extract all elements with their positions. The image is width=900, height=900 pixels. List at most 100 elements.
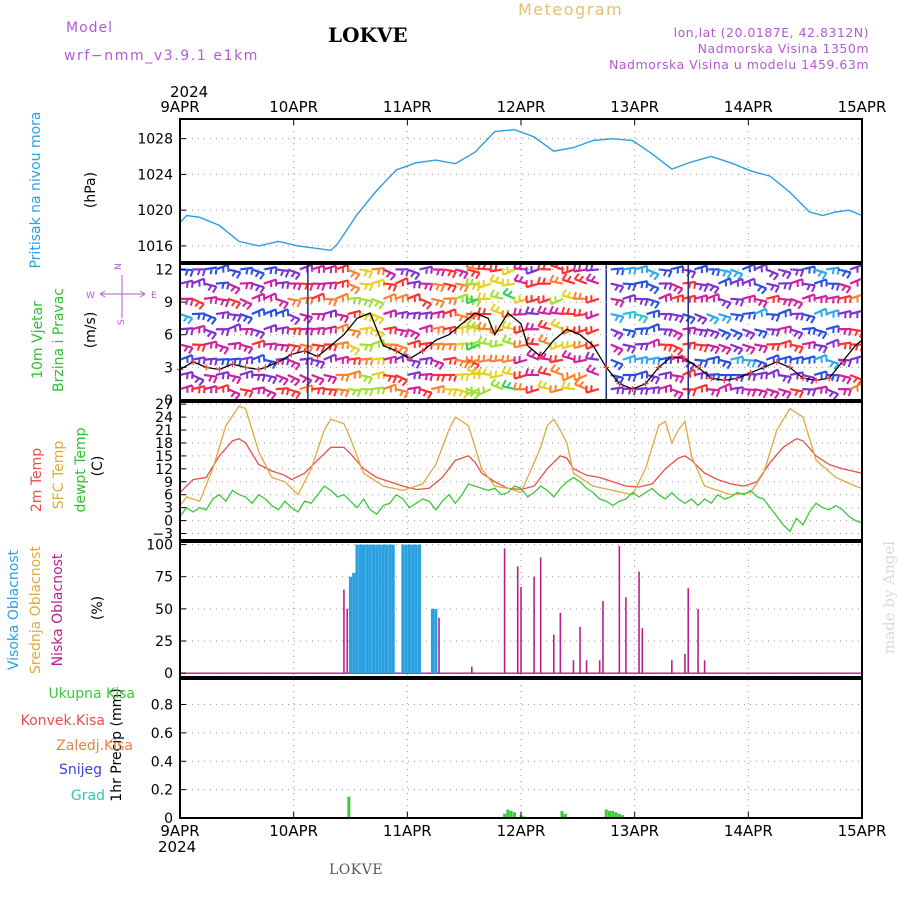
precip-bar bbox=[604, 809, 608, 818]
wind-gust-marker bbox=[826, 375, 833, 382]
ylabel-cloud-low: Niska Oblacnost bbox=[50, 553, 66, 666]
lonlat-info: lon,lat (20.0187E, 42.8312N) bbox=[673, 25, 869, 40]
cloud-bar-high bbox=[368, 544, 372, 674]
tick-label-y: 0.2 bbox=[151, 783, 173, 799]
ylabel-cloud-unit: (%) bbox=[90, 596, 106, 620]
wind-gust-marker bbox=[786, 364, 793, 371]
tick-label-y: 1020 bbox=[137, 203, 173, 219]
cloud-bar-high bbox=[365, 544, 369, 674]
tick-label-y: 100 bbox=[146, 538, 173, 554]
precip-legend-4: Grad bbox=[71, 788, 105, 804]
wind-gust-marker bbox=[642, 380, 649, 387]
ylabel-cloud-high: Visoka Oblacnost bbox=[6, 549, 22, 670]
compass-s: S bbox=[117, 319, 127, 325]
cloud-bar-high bbox=[404, 544, 408, 674]
tick-label-x-bottom: 13APR bbox=[610, 822, 659, 840]
year-label-bottom: 2024 bbox=[158, 838, 197, 856]
wind-gust-marker bbox=[681, 355, 688, 362]
tick-label-y: 3 bbox=[164, 501, 173, 517]
series-sfc-temp bbox=[179, 405, 863, 506]
compass-w: W bbox=[86, 291, 95, 301]
precip-bar bbox=[608, 810, 612, 818]
cloud-bar-high bbox=[358, 544, 362, 674]
precip-bar bbox=[509, 810, 513, 818]
precip-bar bbox=[611, 810, 615, 818]
wind-gust-marker bbox=[773, 358, 780, 365]
model-altitude-info: Nadmorska Visina u modelu 1459.63m bbox=[609, 57, 869, 72]
cloud-bar-high bbox=[411, 544, 415, 674]
panel-frame-precip bbox=[179, 678, 863, 819]
series-dewpt-temp bbox=[179, 476, 863, 533]
tick-label-y: 9 bbox=[164, 295, 173, 311]
panel-frame-wind bbox=[179, 263, 863, 401]
wind-gust-marker bbox=[216, 366, 223, 373]
wind-gust-marker bbox=[314, 353, 321, 360]
station-title: LOKVE bbox=[328, 23, 408, 47]
tick-label-x-top: 15APR bbox=[838, 98, 887, 116]
tick-label-y: 0 bbox=[164, 811, 173, 827]
tick-label-y: 1016 bbox=[137, 239, 173, 255]
tick-label-x-bottom: 12APR bbox=[497, 822, 546, 840]
tick-label-y: 0.4 bbox=[151, 754, 173, 770]
wind-gust-marker bbox=[799, 375, 806, 382]
cloud-bar-high bbox=[362, 544, 366, 674]
wind-gust-marker bbox=[203, 364, 210, 371]
wind-gust-marker bbox=[275, 358, 282, 365]
wind-gust-marker bbox=[629, 386, 636, 393]
cloud-bar-high bbox=[414, 544, 418, 674]
tick-label-y: 21 bbox=[155, 423, 173, 439]
wind-gust-marker bbox=[734, 375, 741, 382]
ylabel-wind-2: Brzina i Pravac bbox=[51, 288, 67, 392]
wind-gust-marker bbox=[537, 353, 544, 360]
tick-label-y: 0.8 bbox=[151, 698, 173, 714]
wind-barbs bbox=[180, 264, 862, 400]
ylabel-temp-sfc: SFC Temp bbox=[51, 441, 67, 510]
series-2m-temp bbox=[179, 437, 863, 494]
cloud-bar-high bbox=[348, 576, 353, 674]
altitude-info: Nadmorska Visina 1350m bbox=[697, 41, 869, 56]
wind-gust-marker bbox=[747, 369, 754, 376]
tick-label-y: 75 bbox=[155, 570, 173, 586]
tick-label-y: 24 bbox=[155, 410, 173, 426]
wind-gust-marker bbox=[288, 351, 295, 358]
wind-gust-marker bbox=[229, 361, 236, 368]
footer-station: LOKVE bbox=[329, 862, 384, 878]
cloud-bar-high bbox=[378, 544, 382, 674]
tick-label-y: 6 bbox=[164, 328, 173, 344]
cloud-bar-high bbox=[391, 544, 395, 674]
precip-legend-3: Snijeg bbox=[59, 762, 102, 778]
wind-gust-marker bbox=[668, 353, 675, 360]
tick-label-y: 0.6 bbox=[151, 726, 173, 742]
cloud-bar-high bbox=[371, 544, 376, 674]
tick-label-y: 6 bbox=[164, 488, 173, 504]
compass-arrows bbox=[99, 275, 146, 318]
wind-gust-marker bbox=[708, 375, 715, 382]
wind-gust-marker bbox=[603, 364, 610, 371]
wind-gust-marker bbox=[760, 364, 767, 371]
tick-label-y: 25 bbox=[155, 634, 173, 650]
tick-label-y: 15 bbox=[155, 449, 173, 465]
precip-bar bbox=[617, 813, 621, 818]
meteogram-title: Meteogram bbox=[518, 0, 624, 19]
wind-gust-marker bbox=[190, 358, 197, 365]
tick-label-x-top: 14APR bbox=[724, 98, 773, 116]
cloud-bar-high bbox=[417, 544, 421, 674]
precip-bar bbox=[512, 812, 516, 818]
ylabel-pressure: Pritisak na nivou mora bbox=[28, 111, 44, 268]
pressure-line bbox=[179, 128, 863, 252]
tick-label-y: 18 bbox=[155, 436, 173, 452]
cloud-bar-high bbox=[407, 544, 412, 674]
cloud-bar-high bbox=[401, 544, 405, 674]
panel-frame-cloud bbox=[179, 541, 863, 678]
cloud-bar-high bbox=[384, 544, 389, 674]
wind-gust-marker bbox=[406, 355, 413, 362]
tick-label-x-bottom: 11APR bbox=[383, 822, 432, 840]
tick-label-x-top: 11APR bbox=[383, 98, 432, 116]
wind-gust-marker bbox=[242, 364, 249, 371]
wind-gust-marker bbox=[262, 364, 269, 371]
model-label: Model bbox=[66, 20, 114, 36]
tick-label-x-bottom: 15APR bbox=[838, 822, 887, 840]
precip-bar bbox=[347, 796, 351, 818]
precip-bar bbox=[563, 813, 567, 818]
